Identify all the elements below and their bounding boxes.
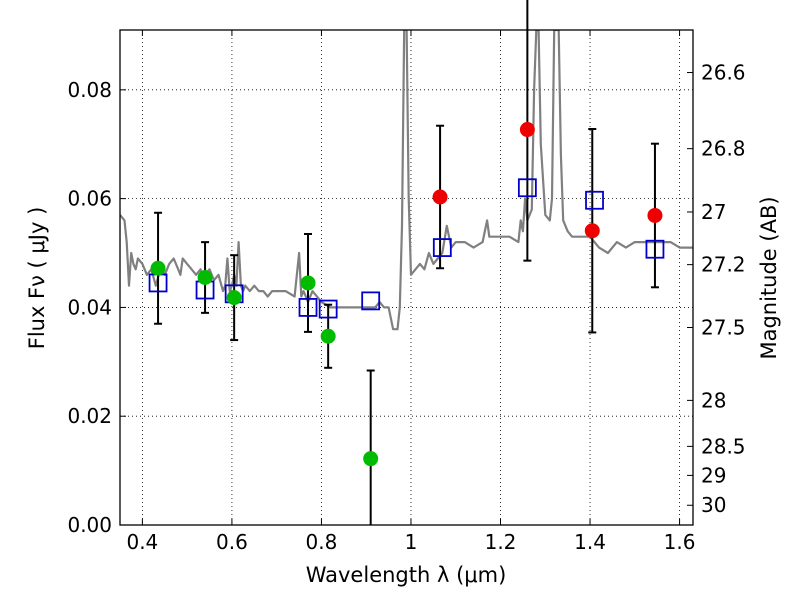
observed-point — [647, 207, 663, 223]
x-tick-label: 1.6 — [664, 530, 696, 554]
right-tick-label: 30 — [701, 493, 726, 517]
x-tick-label: 1.2 — [485, 530, 517, 554]
right-tick-label: 29 — [701, 463, 726, 487]
x-axis-label: Wavelength λ (μm) — [306, 563, 507, 587]
x-tick-label: 0.8 — [306, 530, 338, 554]
y-tick-label: 0.00 — [67, 513, 112, 537]
model-square-point — [585, 190, 604, 210]
y-axis-label: Flux Fν ( μJy ) — [25, 207, 49, 350]
right-tick-label: 26.6 — [701, 61, 746, 85]
observed-point — [226, 290, 242, 306]
plot-frame — [119, 29, 694, 526]
model-square-point — [517, 178, 537, 198]
right-axis-label: Magnitude (AB) — [757, 196, 781, 359]
right-tick-label: 27.5 — [701, 315, 746, 339]
axis-ticks: 0.4 0.6 0.8 1 1.2 1.4 1.6 0.00 0.02 0.04 0.06 0.08 2… — [67, 30, 746, 554]
y-tick-label: 0.04 — [67, 295, 112, 319]
right-tick-label: 28 — [701, 388, 726, 412]
observed-point — [432, 189, 448, 205]
observed-point — [197, 270, 213, 285]
right-tick-label: 28.5 — [701, 434, 746, 458]
observed-photometry-points — [150, 122, 663, 467]
right-tick-label: 27.2 — [701, 253, 746, 277]
right-tick-label: 27 — [701, 200, 726, 224]
x-tick-label: 1 — [405, 530, 418, 554]
observed-point — [363, 451, 379, 467]
observed-point — [519, 122, 535, 138]
x-tick-label: 0.4 — [126, 530, 158, 554]
y-tick-label: 0.06 — [67, 187, 112, 211]
right-tick-label: 26.8 — [701, 137, 746, 161]
model-square-point — [645, 239, 665, 259]
spectrum-line — [120, 30, 693, 331]
observed-point — [150, 260, 166, 276]
model-photometry-points — [148, 178, 665, 319]
model-square-point — [318, 299, 338, 319]
x-tick-label: 1.4 — [574, 530, 606, 554]
observed-point — [300, 275, 316, 291]
grid — [120, 30, 693, 526]
model-square-point — [432, 238, 452, 257]
x-tick-label: 0.6 — [216, 530, 248, 554]
observed-point — [320, 328, 336, 344]
model-square-point — [361, 291, 381, 311]
y-tick-label: 0.08 — [67, 78, 112, 102]
observed-point — [584, 223, 600, 239]
y-tick-label: 0.02 — [67, 404, 112, 428]
model-spectrum — [120, 30, 693, 331]
model-square-point — [298, 298, 318, 317]
